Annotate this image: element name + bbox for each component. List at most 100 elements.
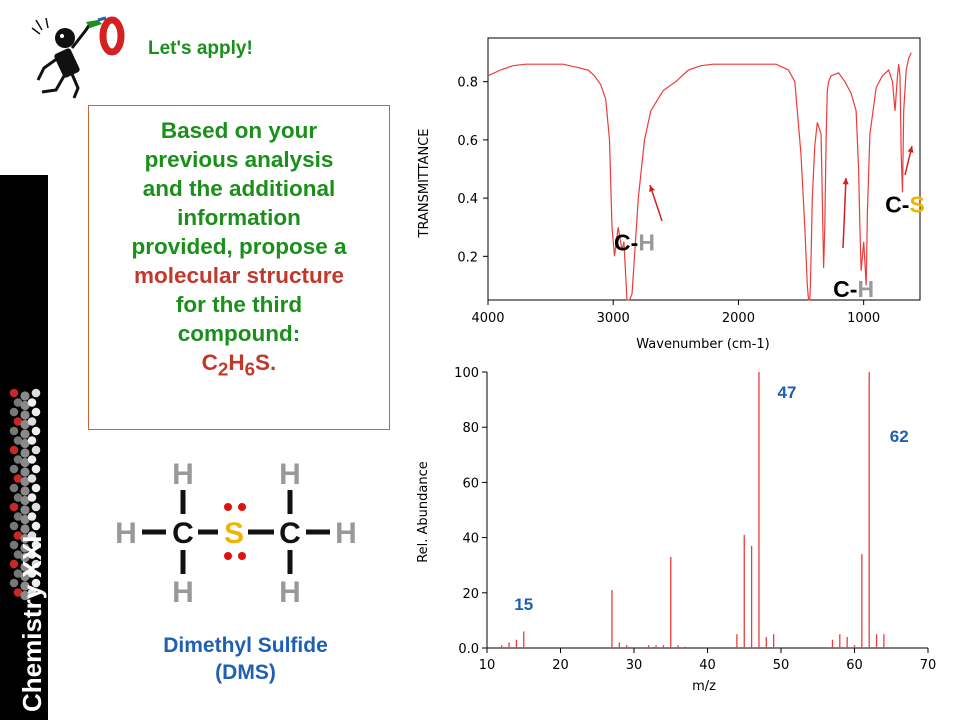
molecule-atom [20,524,30,534]
lone-pair-dots [224,503,246,560]
molecule-atom [13,417,23,426]
ir-xlabel: Wavenumber (cm-1) [636,337,769,352]
ir-peak-annotation: C-S [885,192,925,218]
stick-figure-icon [31,16,125,99]
molecule-atom [20,571,30,582]
molecule-atom [31,578,41,588]
molecule-atom [20,552,30,563]
molecule-atom [31,483,41,493]
molecule-atom [27,455,37,464]
molecule-atom [13,455,23,464]
molecule-atom [20,400,30,411]
ms-xtick-label: 50 [773,658,790,673]
ir-xtick-label: 1000 [847,311,880,326]
molecule-atom [9,578,19,588]
question-text: Based on your previous analysis and the … [89,116,389,384]
caption-name: Dimethyl Sulfide [163,634,328,657]
ir-peak-annotation: C-H [614,230,655,256]
caption-abbrev: (DMS) [215,661,276,684]
ir-annotation-part: - [631,230,639,256]
ir-arrow-head [842,178,849,185]
molecule-atom [20,505,30,515]
molecule-atom [27,569,37,578]
ms-peak-label: 62 [890,427,909,446]
question-box: Based on your previous analysis and the … [88,105,390,430]
ms-ytick-label: 0.0 [458,642,479,657]
ms-ytick-label: 20 [462,587,479,602]
molecule-atom [13,398,23,407]
molecule-atom [13,531,23,540]
molecule-atom [9,464,19,474]
ms-xtick-label: 20 [552,658,569,673]
ir-ytick-label: 0.8 [457,76,478,91]
question-line: previous analysis [144,147,334,172]
hydrogen-atom: H [172,458,194,491]
molecule-atom [31,426,41,436]
molecular-formula: C2H6S. [95,348,383,384]
question-line: Based on your [160,118,318,143]
molecule-atom [13,569,23,578]
headline: Let's apply! [148,38,253,59]
molecule-atom [27,417,37,426]
molecule-atom [20,533,30,544]
ir-spectrum-line [487,52,912,301]
molecule-atom [13,474,23,483]
question-line: for the third [175,292,303,317]
question-line: and the additional [142,176,336,201]
molecule-atom [9,445,19,455]
ms-xtick-label: 40 [699,658,716,673]
ir-ytick-label: 0.2 [457,250,478,265]
molecule-atom [9,540,19,550]
ir-arrow-head [907,146,914,153]
molecule-atom [31,540,41,550]
molecule-atom [20,476,30,487]
formula-part: H [228,350,245,375]
question-highlight: molecular structure [133,263,345,288]
molecule-atom [20,438,30,449]
molecule-atom [13,588,23,597]
structure-caption: Dimethyl Sulfide (DMS) [118,632,373,686]
molecule-atom [31,521,41,531]
molecule-atom [20,562,30,572]
molecule-atom [31,464,41,474]
molecule-atom [20,590,30,601]
ms-ytick-label: 60 [462,476,479,491]
ir-annotation-part: H [638,230,655,256]
molecule-atom [20,486,30,496]
ir-annotation-part: C [614,230,631,256]
ir-plot-frame [487,37,921,301]
molecule-model-icon [9,388,41,601]
ms-ytick-label: 100 [454,366,479,381]
hydrogen-atom: H [115,517,137,550]
ir-annotation-part: H [857,276,874,302]
formula-part: S. [255,350,277,375]
ir-peak-annotation: C-H [833,276,874,302]
ir-xtick-label: 2000 [722,311,755,326]
sulfur-atom: S [224,517,244,550]
hydrogen-atom: H [172,576,194,609]
carbon-atom-right: C [279,517,301,550]
ir-annotation-part: - [902,192,910,218]
question-line: provided, propose a [131,234,347,259]
molecule-atom [20,543,30,553]
sidebar-title: Chemistry XXI [17,535,47,712]
molecule-atom [31,502,41,512]
molecule-atom [27,588,37,597]
hydrogen-atom: H [335,517,357,550]
ir-ytick-label: 0.6 [457,134,478,149]
molecule-atom [20,429,30,439]
ir-xtick-label: 4000 [471,311,504,326]
ms-xlabel: m/z [692,679,716,694]
sidebar: Chemistry XXI [0,175,48,720]
hydrogen-atom: H [279,458,301,491]
molecule-atom [20,467,30,477]
molecule-atom [9,559,19,569]
ms-xtick-label: 10 [479,658,496,673]
molecule-atom [20,457,30,468]
ir-annotation-part: S [909,192,924,218]
molecule-atom [31,559,41,569]
molecule-atom [27,531,37,540]
molecule-atom [13,550,23,559]
ms-ytick-label: 80 [462,421,479,436]
